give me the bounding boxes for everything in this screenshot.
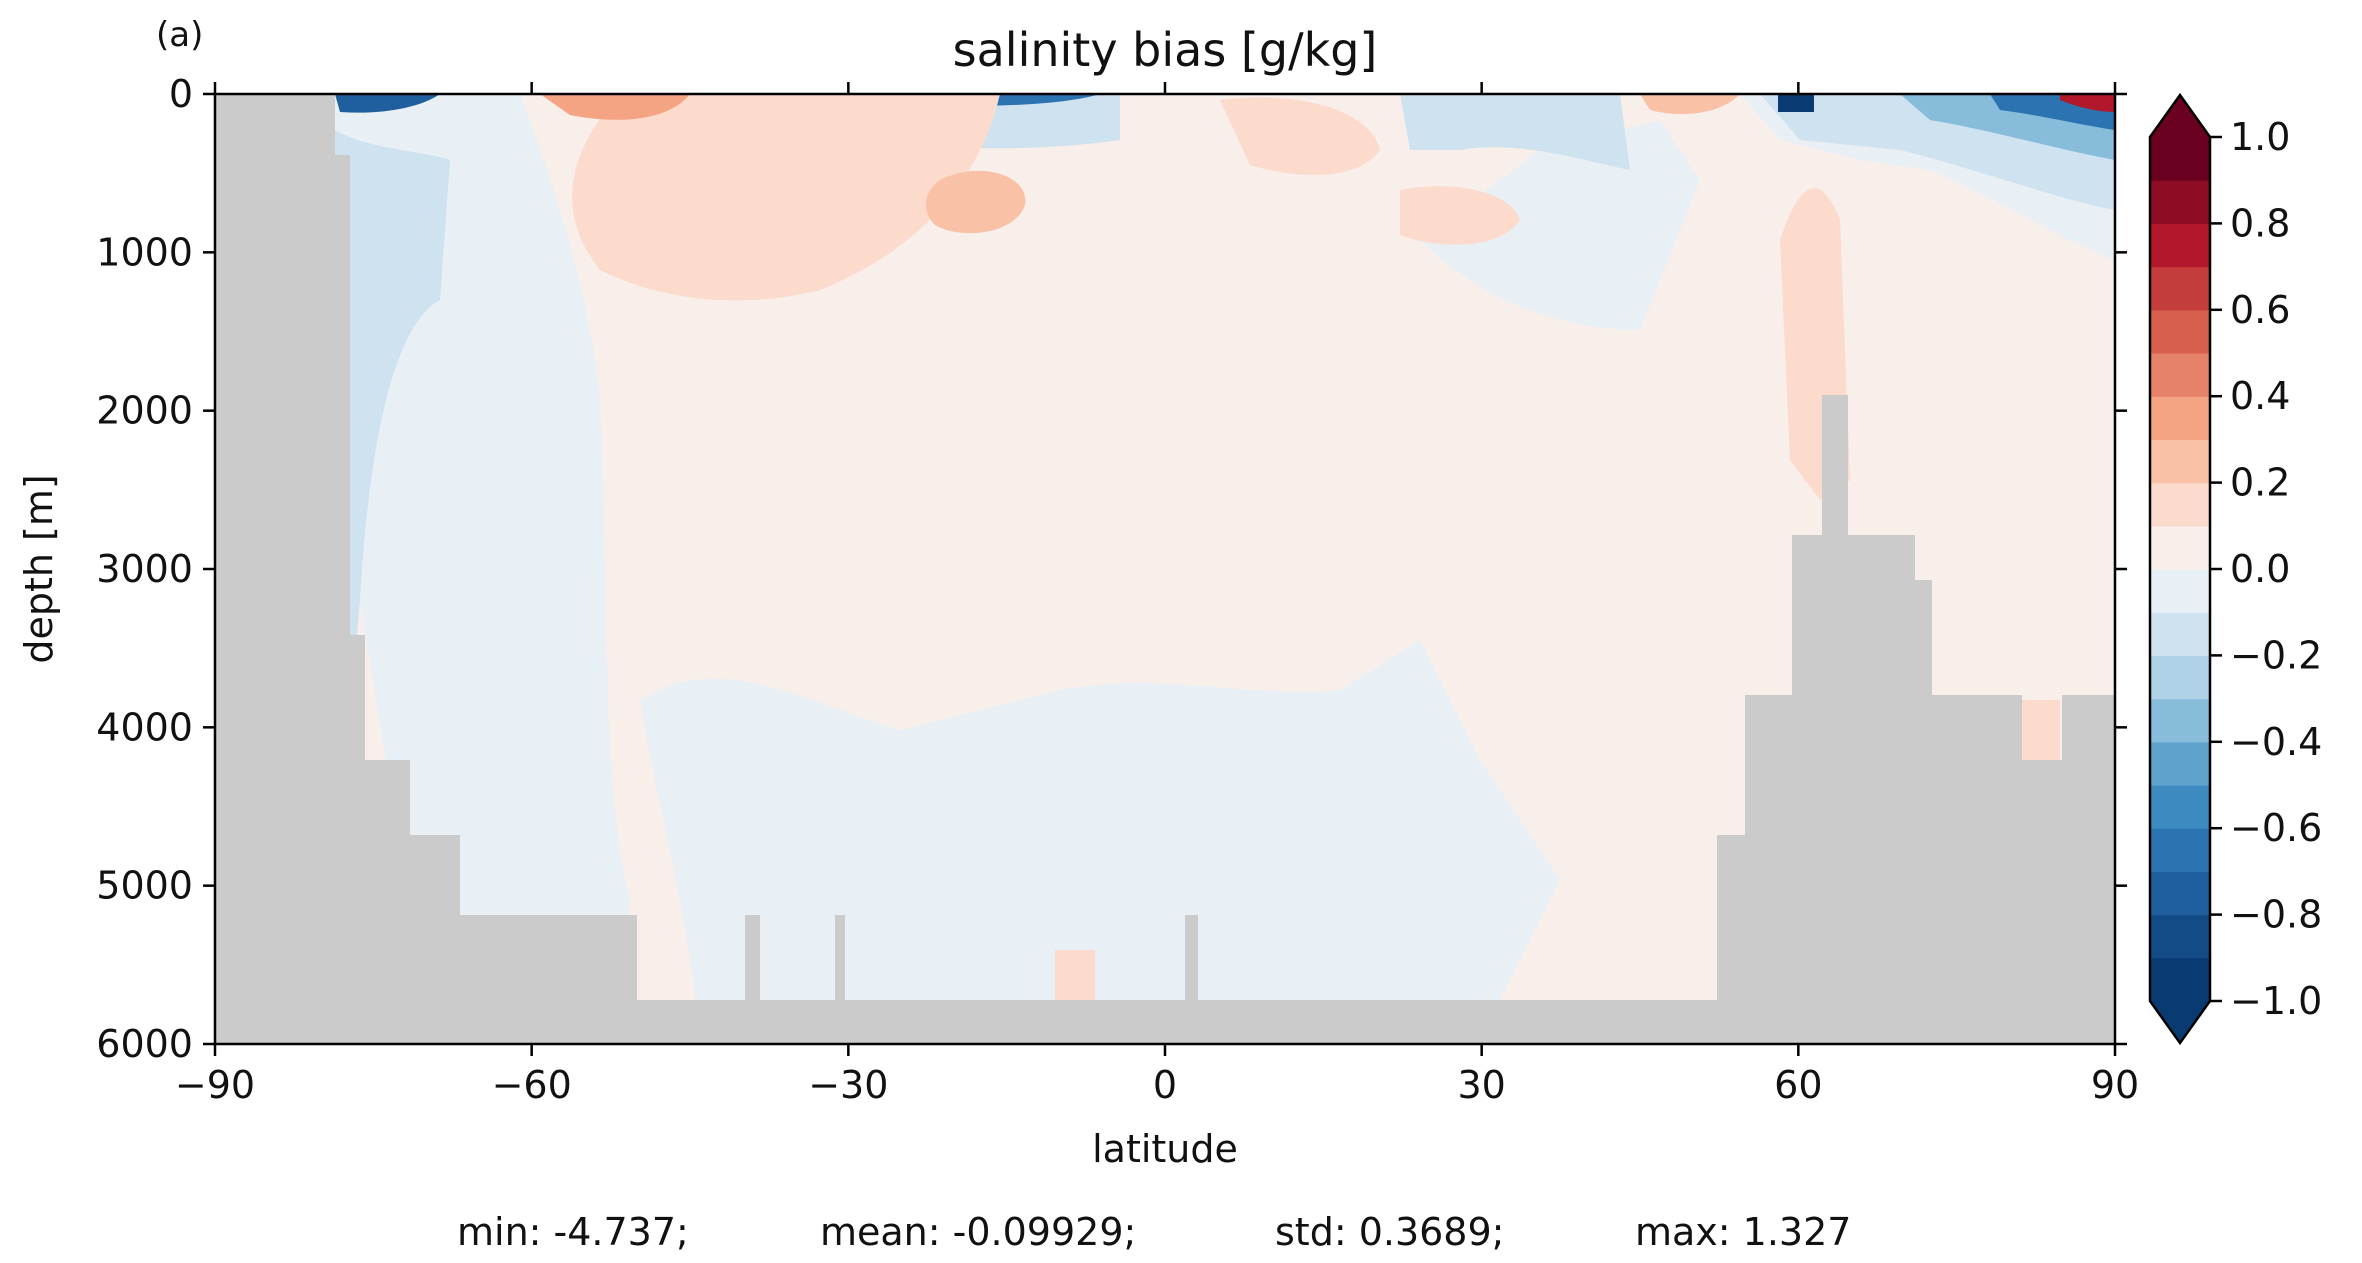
colorbar-tick-label: 0.4 (2230, 374, 2290, 418)
stat-std: std: 0.3689; (1275, 1210, 1504, 1254)
colorbar-tick-label: −0.2 (2230, 633, 2322, 677)
colorbar-segment (2150, 266, 2210, 311)
colorbar-segment (2150, 612, 2210, 656)
x-tick-label: 0 (1153, 1063, 1177, 1107)
bias-region-north-subtropical-positive (1220, 97, 1380, 175)
colorbar-segment (2150, 785, 2210, 829)
stat-mean: mean: -0.09929; (820, 1210, 1136, 1254)
colorbar-segment (2150, 353, 2210, 397)
colorbar-tick-label: 0.8 (2230, 201, 2290, 245)
bias-region-south-surface-positive (540, 94, 690, 120)
y-tick-label: 0 (169, 72, 193, 116)
bias-region-north-surface-positive (1640, 94, 1740, 115)
y-axis: 0 1000 2000 3000 4000 5000 6000 (96, 72, 2127, 1066)
colorbar-tick-label: 0.0 (2230, 547, 2290, 591)
colorbar-segment (2150, 180, 2210, 224)
y-tick-label: 3000 (96, 547, 193, 591)
colorbar-tick-label: −1.0 (2230, 979, 2322, 1023)
colorbar-tick-label: −0.4 (2230, 720, 2322, 764)
colorbar-tick-label: 0.2 (2230, 461, 2290, 505)
x-axis: −90 −60 −30 0 30 60 90 (175, 82, 2139, 1107)
bias-region-south-subtropical-core-positive (925, 170, 1026, 234)
bias-region-north-surface-strong-negative (1778, 94, 1814, 112)
chart-title: salinity bias [g/kg] (953, 23, 1378, 77)
colorbar-extend-max (2150, 95, 2210, 137)
colorbar-segment (2150, 439, 2210, 484)
colorbar-segment (2150, 655, 2210, 700)
stat-max: max: 1.327 (1635, 1210, 1851, 1254)
y-axis-label: depth [m] (17, 474, 61, 663)
bathymetry-mask (215, 94, 2115, 1044)
y-tick-label: 1000 (96, 230, 193, 274)
y-tick-label: 6000 (96, 1022, 193, 1066)
colorbar-segment (2150, 569, 2210, 613)
x-tick-label: 60 (1774, 1063, 1822, 1107)
colorbar-tick-label: −0.8 (2230, 893, 2322, 937)
colorbar-segment (2150, 828, 2210, 872)
colorbar-extend-min (2150, 1001, 2210, 1043)
bias-region-deep-south-slight-negative (640, 640, 1560, 1044)
colorbar-segment (2150, 482, 2210, 527)
y-tick-label: 4000 (96, 705, 193, 749)
statistics-line: min: -4.737; mean: -0.09929; std: 0.3689… (457, 1210, 1851, 1254)
colorbar-segment (2150, 914, 2210, 959)
stat-min: min: -4.737; (457, 1210, 689, 1254)
colorbar-segment (2150, 525, 2210, 570)
bias-region-north-surface-negative (1400, 94, 1630, 170)
bias-region-arctic-surface-extreme-positive (2060, 94, 2115, 112)
x-tick-label: 30 (1457, 1063, 1505, 1107)
panel-label: (a) (156, 15, 203, 55)
colorbar-segment (2150, 871, 2210, 916)
x-axis-label: latitude (1092, 1127, 1238, 1171)
x-tick-label: −90 (175, 1063, 255, 1107)
colorbar-tick-label: −0.6 (2230, 806, 2322, 850)
y-tick-label: 5000 (96, 864, 193, 908)
colorbar-segment (2150, 396, 2210, 440)
y-tick-label: 2000 (96, 389, 193, 433)
bias-region-antarctic-shelf-negative (335, 130, 450, 780)
colorbar-tick-label: 0.6 (2230, 288, 2290, 332)
x-tick-label: −60 (492, 1063, 572, 1107)
bias-region-arctic-deep-positive (2020, 700, 2060, 760)
colorbar-segment (2150, 957, 2210, 1002)
bias-region-antarctic-surface-strong-negative (335, 94, 440, 113)
colorbar-segment (2150, 223, 2210, 268)
x-tick-label: 90 (2091, 1063, 2139, 1107)
bias-region-south-subtropical-positive (572, 94, 1000, 301)
colorbar-tick-label: 1.0 (2230, 115, 2290, 159)
colorbar-segment (2150, 698, 2210, 743)
x-tick-label: −30 (808, 1063, 888, 1107)
colorbar-segment (2150, 137, 2210, 181)
colorbar-segment (2150, 741, 2210, 786)
colorbar-segment (2150, 309, 2210, 354)
bias-region-north-mid-slight-negative (1420, 120, 1700, 330)
bias-region-north-subsurface-positive (1400, 186, 1520, 245)
colorbar: 1.0 0.8 0.6 0.4 0.2 0.0 −0.2 −0.4 −0.6 −0.8 −1.0 (2148, 92, 2322, 1046)
antarctic-land-mask (215, 94, 2115, 1044)
